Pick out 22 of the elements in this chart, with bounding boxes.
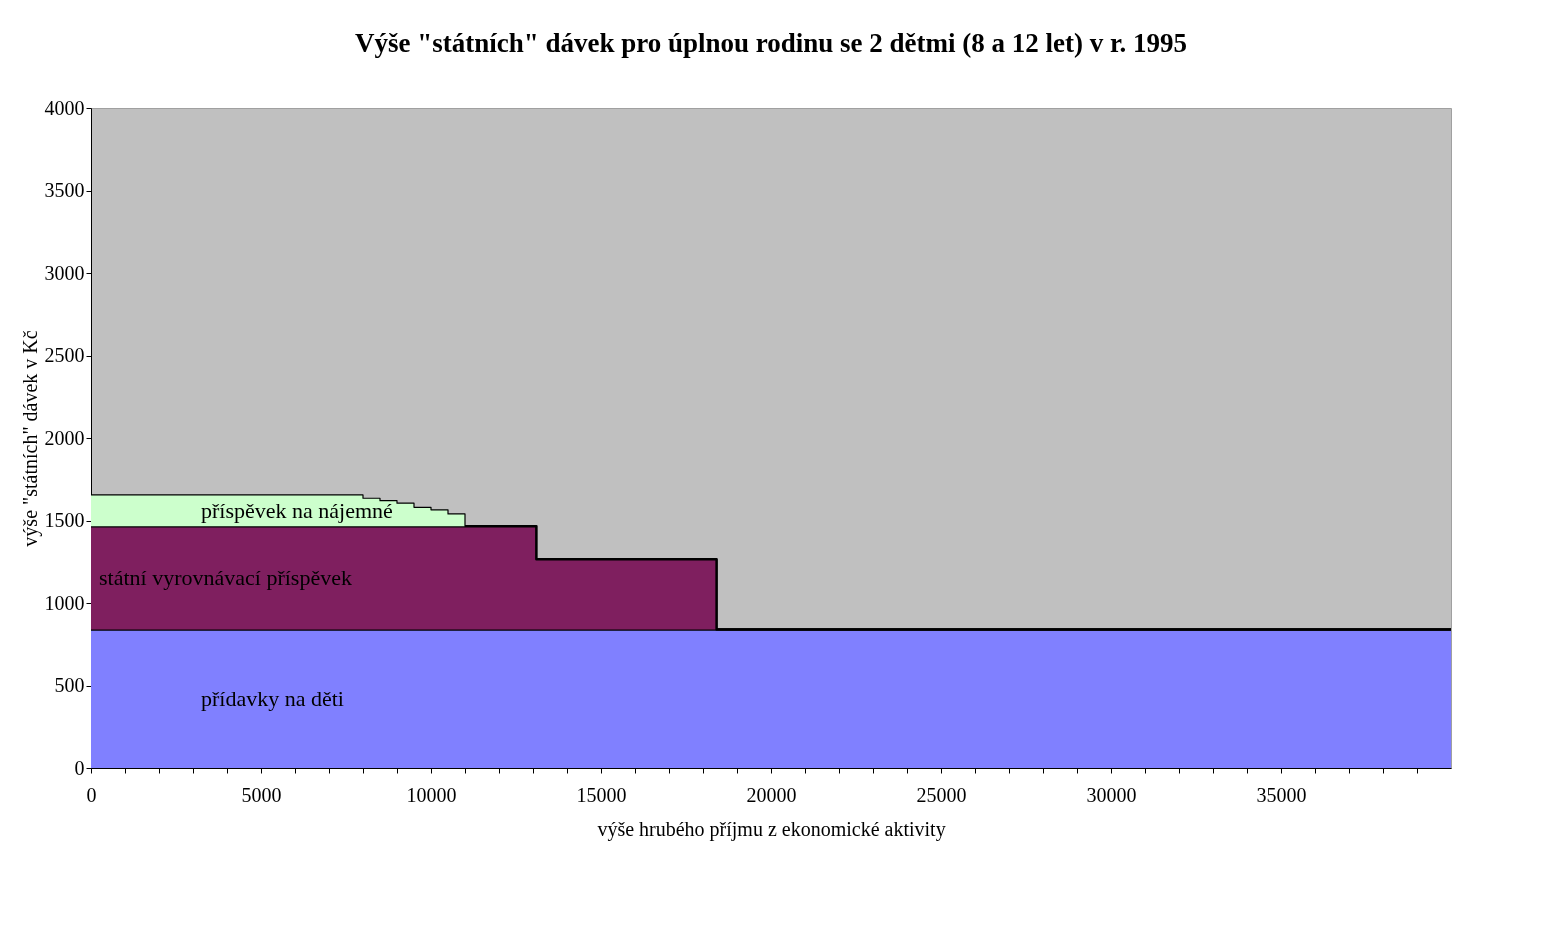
y-axis-title: výše "státních" dávek v Kč — [18, 330, 42, 547]
y-tick-label: 2500 — [44, 344, 85, 366]
x-tick-label: 30000 — [1086, 783, 1137, 806]
y-tick-label: 1500 — [44, 509, 85, 531]
x-tick-label: 35000 — [1256, 783, 1307, 806]
y-tick-label: 4000 — [44, 96, 85, 119]
y-tick-label: 3000 — [44, 261, 85, 284]
annotation: státní vyrovnávací příspěvek — [99, 564, 352, 590]
y-tick-label: 500 — [54, 674, 85, 696]
annotation: přídavky na děti — [201, 685, 344, 711]
x-tick-label: 15000 — [576, 783, 627, 806]
y-tick-label: 3500 — [44, 179, 85, 201]
y-tick-label: 0 — [74, 756, 85, 779]
chart-title: Výše "státních" dávek pro úplnou rodinu se 2 dětmi (8 a 12 let) v r. 1995 — [354, 28, 1188, 58]
x-tick-label: 10000 — [406, 783, 457, 806]
annotation: příspěvek na nájemné — [201, 497, 393, 523]
x-tick-label: 5000 — [241, 783, 282, 806]
x-tick-label: 25000 — [916, 783, 967, 806]
y-tick-label: 1000 — [44, 591, 85, 614]
x-axis-title: výše hrubého příjmu z ekonomické aktivity — [597, 817, 946, 841]
y-tick-label: 2000 — [44, 426, 85, 449]
x-tick-label: 20000 — [746, 783, 797, 806]
